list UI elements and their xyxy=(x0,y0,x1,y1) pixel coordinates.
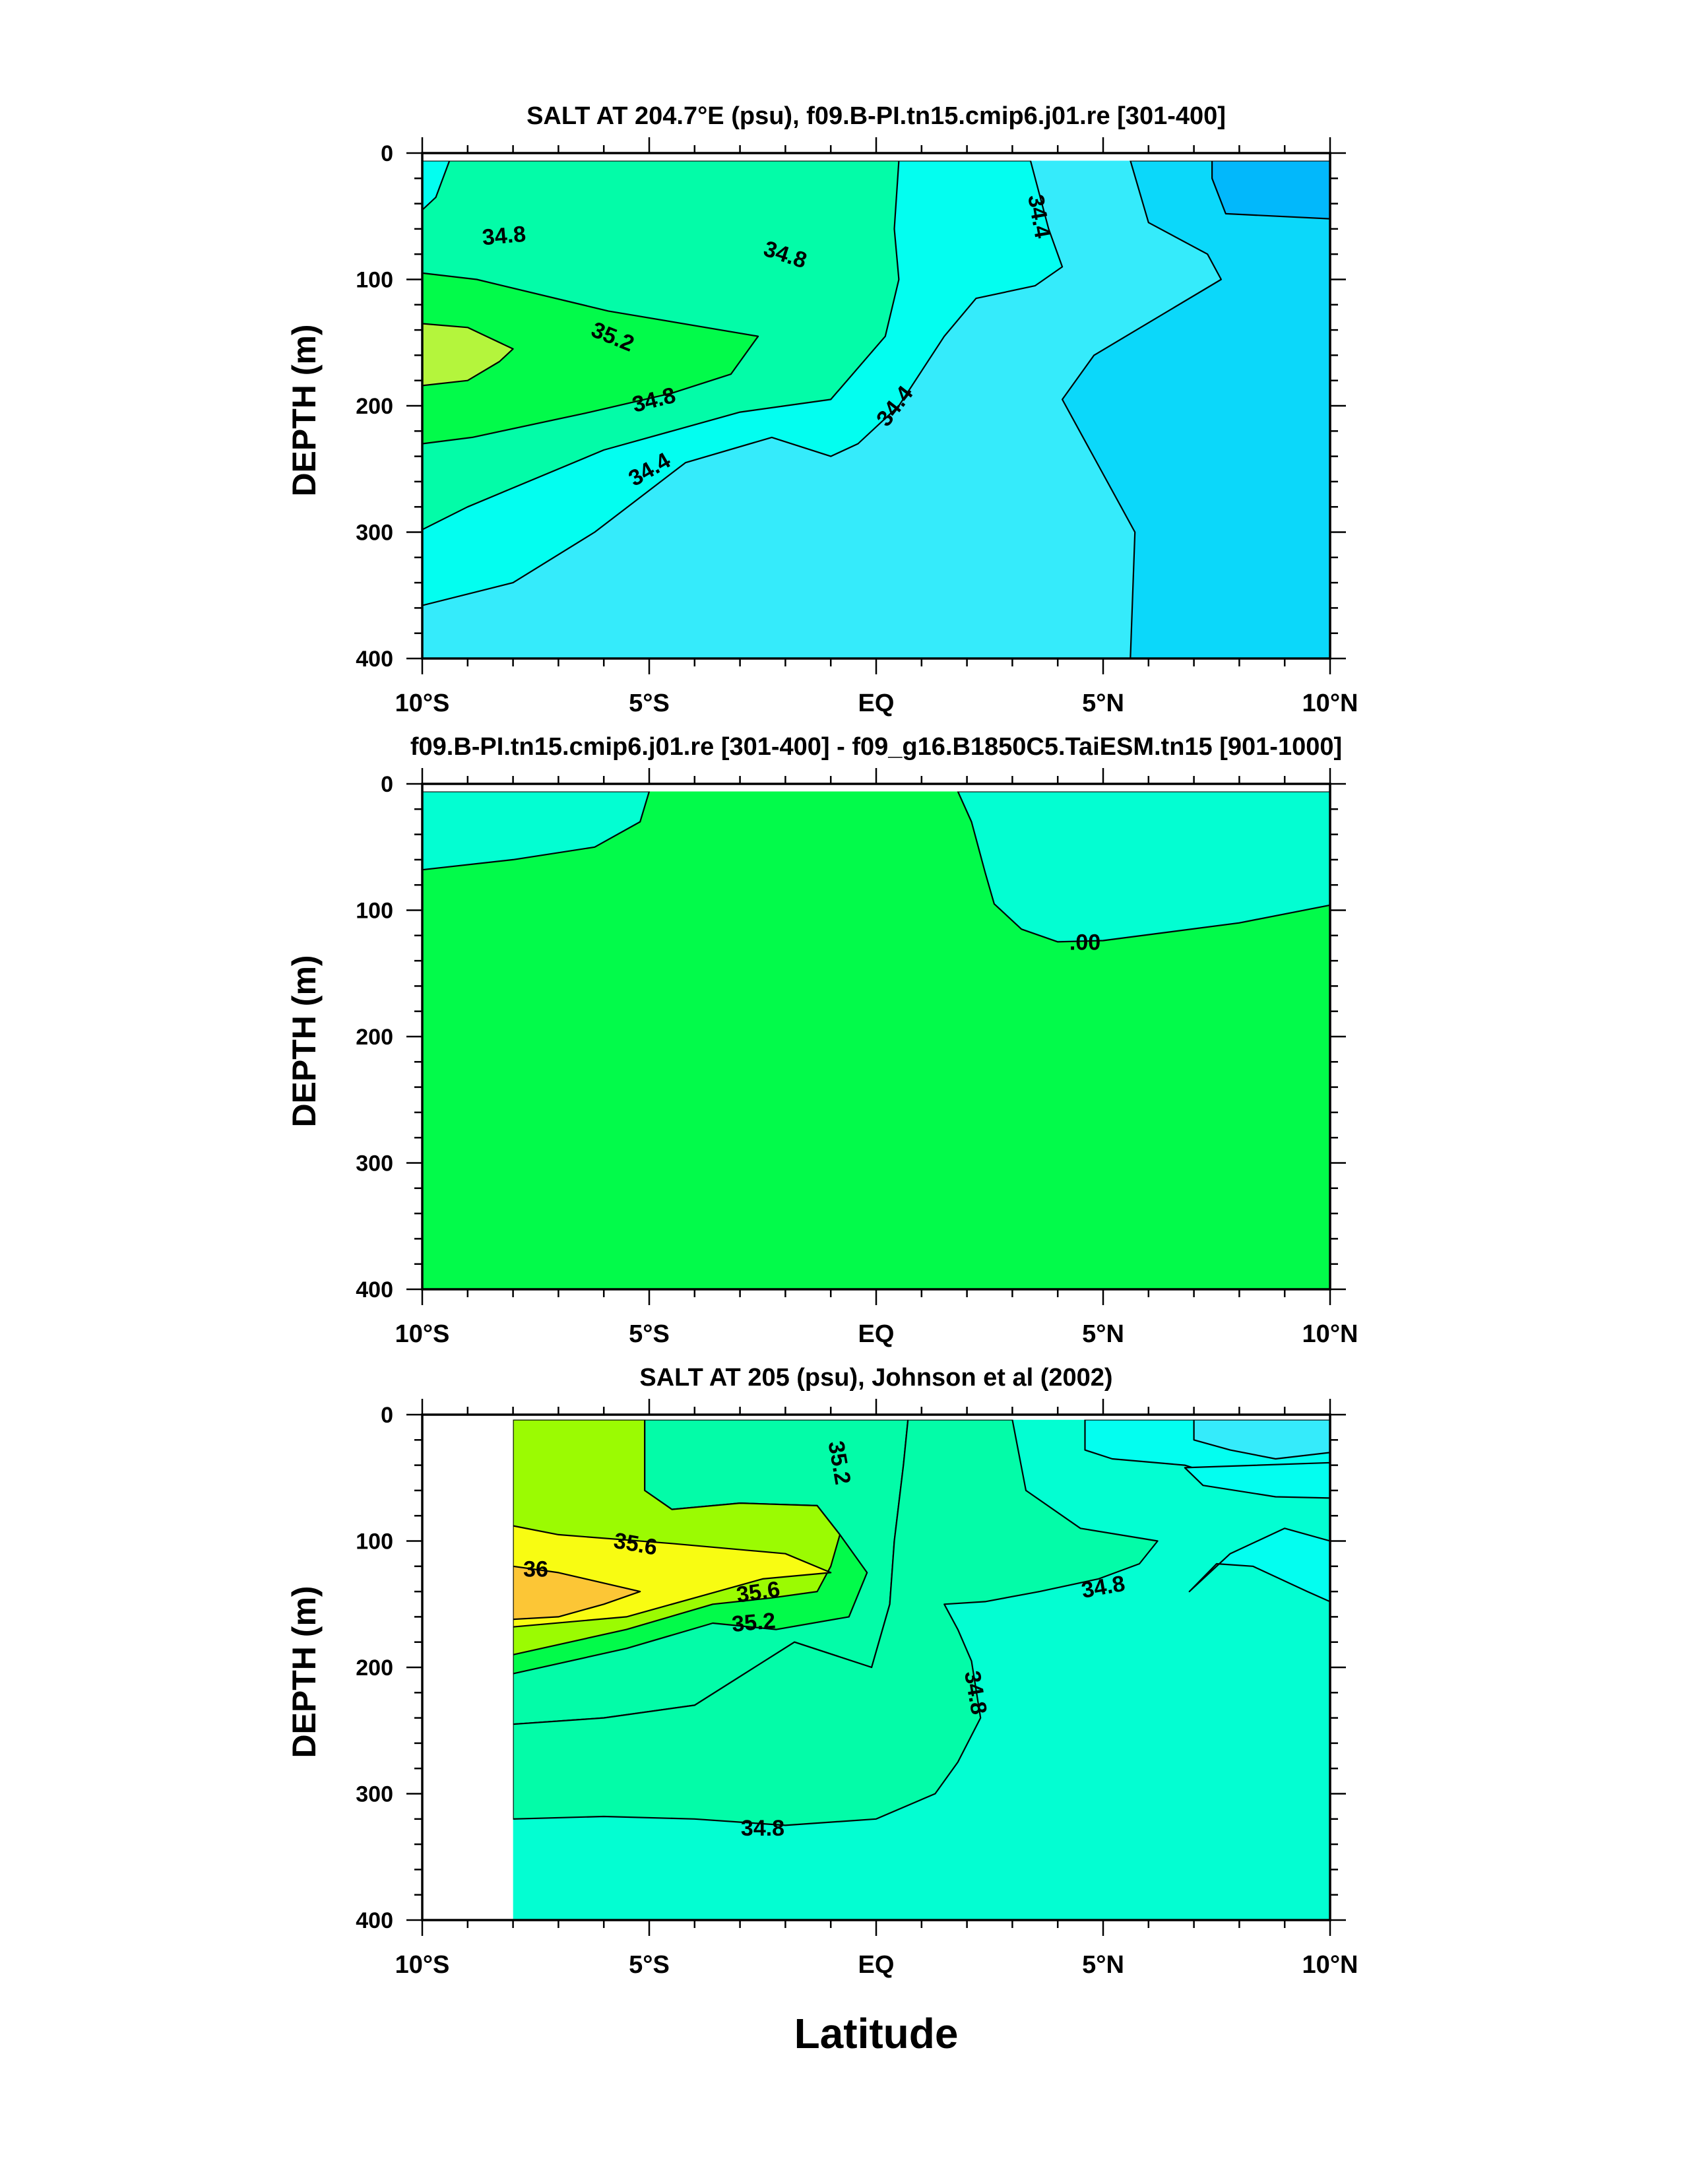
contour-band xyxy=(1061,160,1330,659)
x-tick-label: EQ xyxy=(858,1951,895,1979)
tick-marks xyxy=(406,1399,1346,1936)
y-tick-label: 200 xyxy=(356,1025,393,1050)
x-tick-label: 10°N xyxy=(1302,690,1358,717)
y-axis-label: DEPTH (m) xyxy=(286,1586,323,1758)
salinity-field xyxy=(422,791,1330,1289)
x-tick-label: EQ xyxy=(858,690,895,717)
contour-label: 34.8 xyxy=(741,1816,784,1841)
contour-band xyxy=(422,323,514,387)
contour-label: 36 xyxy=(523,1557,548,1582)
contour-band xyxy=(957,791,1330,943)
contour-label-text: .00 xyxy=(1069,930,1100,955)
contour-band xyxy=(1188,1527,1330,1603)
contour-band xyxy=(513,1565,641,1621)
contour-band xyxy=(513,1419,1159,1826)
panel-observed-salinity: SALT AT 205 (psu), Johnson et al (2002) … xyxy=(286,1364,1358,1979)
y-tick-label: 300 xyxy=(356,1782,393,1807)
y-axis-label: DEPTH (m) xyxy=(286,955,323,1127)
y-axis-label: DEPTH (m) xyxy=(286,324,323,496)
x-tick-label: 5°N xyxy=(1082,1320,1124,1348)
panel-model-salinity: SALT AT 204.7°E (psu), f09.B-PI.tn15.cmi… xyxy=(286,102,1358,717)
contour-label: 35.2 xyxy=(731,1608,777,1637)
y-tick-label: 400 xyxy=(356,1908,393,1933)
y-tick-label: 200 xyxy=(356,1655,393,1681)
y-tick-label: 0 xyxy=(381,1403,393,1428)
contour-band xyxy=(1211,160,1330,220)
contour-label: .00 xyxy=(1069,930,1100,955)
x-tick-label: 5°S xyxy=(629,1951,670,1979)
y-tick-label: 0 xyxy=(381,772,393,797)
panel-title: SALT AT 204.7°E (psu), f09.B-PI.tn15.cmi… xyxy=(526,102,1226,130)
contour-band xyxy=(422,791,651,871)
tick-marks xyxy=(406,768,1346,1305)
panel-title: SALT AT 205 (psu), Johnson et al (2002) xyxy=(639,1364,1112,1392)
contour-label-text: 34.8 xyxy=(481,222,526,251)
x-tick-label: 5°N xyxy=(1082,1951,1124,1979)
x-tick-label: 5°S xyxy=(629,690,670,717)
contour-band xyxy=(1184,1461,1330,1499)
x-tick-label: 10°N xyxy=(1302,1951,1358,1979)
y-tick-label: 0 xyxy=(381,141,393,166)
contour-label-text: 34.8 xyxy=(741,1816,784,1841)
x-tick-label: 10°S xyxy=(395,690,450,717)
x-tick-label: 10°S xyxy=(395,1320,450,1348)
x-tick-label: EQ xyxy=(858,1320,895,1348)
y-tick-label: 400 xyxy=(356,1277,393,1302)
panel-title: f09.B-PI.tn15.cmip6.j01.re [301-400] - f… xyxy=(410,733,1342,761)
x-tick-label: 5°S xyxy=(629,1320,670,1348)
x-tick-label: 10°S xyxy=(395,1951,450,1979)
contour-label-text: 35.2 xyxy=(731,1608,777,1637)
x-axis-label: Latitude xyxy=(794,2010,959,2057)
contour-band xyxy=(422,272,759,445)
y-tick-label: 100 xyxy=(356,1529,393,1555)
y-tick-label: 300 xyxy=(356,521,393,546)
contour-label-text: 35.6 xyxy=(735,1577,782,1608)
contour-label: 34.8 xyxy=(481,222,526,251)
contour-label: 35.6 xyxy=(735,1577,782,1608)
salinity-field xyxy=(513,1419,1330,1920)
x-tick-label: 10°N xyxy=(1302,1320,1358,1348)
y-tick-label: 200 xyxy=(356,394,393,419)
salinity-field xyxy=(422,160,1330,659)
y-tick-label: 100 xyxy=(356,268,393,293)
contour-label-text: 36 xyxy=(523,1557,548,1582)
y-tick-label: 300 xyxy=(356,1151,393,1176)
y-tick-label: 400 xyxy=(356,647,393,672)
contour-band xyxy=(1193,1419,1330,1460)
tick-marks xyxy=(406,137,1346,674)
panel-model-difference: f09.B-PI.tn15.cmip6.j01.re [301-400] - f… xyxy=(286,733,1358,1348)
y-tick-label: 100 xyxy=(356,899,393,924)
x-tick-label: 5°N xyxy=(1082,690,1124,717)
